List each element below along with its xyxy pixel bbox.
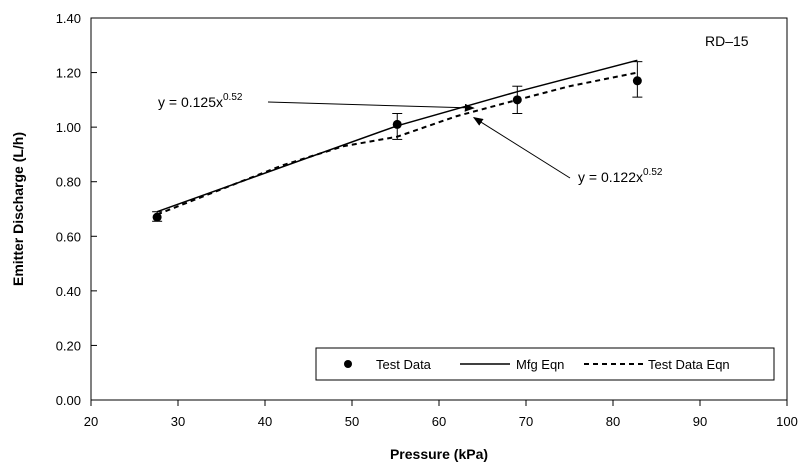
annotation-test-exponent: 0.52 (643, 167, 663, 178)
y-axis-title: Emitter Discharge (L/h) (10, 132, 26, 286)
y-tick-label: 0.00 (56, 393, 81, 408)
legend-marker-test-data (344, 360, 352, 368)
annotation-test-base: y = 0.122x (578, 169, 643, 185)
y-tick-label: 0.40 (56, 284, 81, 299)
x-tick-label: 50 (345, 414, 359, 429)
x-tick-label: 70 (519, 414, 533, 429)
legend: Test Data Mfg Eqn Test Data Eqn (315, 347, 775, 381)
annotation-test-arrow (472, 117, 571, 179)
y-tick-label: 1.40 (56, 11, 81, 26)
series-line-mfg-eqn (156, 59, 638, 213)
x-tick-label: 80 (606, 414, 620, 429)
annotation-mfg-arrow (267, 101, 475, 112)
annotation-mfg-base: y = 0.125x (158, 94, 223, 110)
test-data-point (512, 95, 522, 105)
annotation-mfg-equation: y = 0.125x0.52 (158, 92, 243, 110)
x-axis-title: Pressure (kPa) (390, 446, 488, 462)
x-tick-label: 30 (171, 414, 185, 429)
y-tick-label: 0.20 (56, 338, 81, 353)
chart-label-box: RD–15 (705, 33, 749, 49)
x-tick-label: 40 (258, 414, 272, 429)
x-axis-ticks: 20 30 40 50 60 70 80 90 100 (84, 400, 798, 429)
x-tick-label: 90 (693, 414, 707, 429)
annotation-test-equation: y = 0.122x0.52 (578, 167, 663, 185)
x-tick-label: 100 (776, 414, 798, 429)
legend-label-test-eqn: Test Data Eqn (648, 357, 730, 372)
x-tick-label: 20 (84, 414, 98, 429)
series-layer (152, 59, 643, 222)
legend-box (315, 347, 775, 381)
y-axis-ticks: 0.00 0.20 0.40 0.60 0.80 1.00 1.20 1.40 (56, 11, 97, 408)
test-data-point (392, 119, 402, 129)
plot-area (90, 17, 788, 401)
test-data-point (152, 212, 162, 222)
legend-label-test-data: Test Data (376, 357, 432, 372)
y-tick-label: 1.20 (56, 66, 81, 81)
y-tick-label: 0.80 (56, 175, 81, 190)
x-tick-label: 60 (432, 414, 446, 429)
y-tick-label: 0.60 (56, 229, 81, 244)
y-tick-label: 1.00 (56, 120, 81, 135)
test-data-point (632, 76, 642, 86)
legend-label-mfg: Mfg Eqn (516, 357, 564, 372)
annotation-mfg-exponent: 0.52 (223, 92, 243, 103)
